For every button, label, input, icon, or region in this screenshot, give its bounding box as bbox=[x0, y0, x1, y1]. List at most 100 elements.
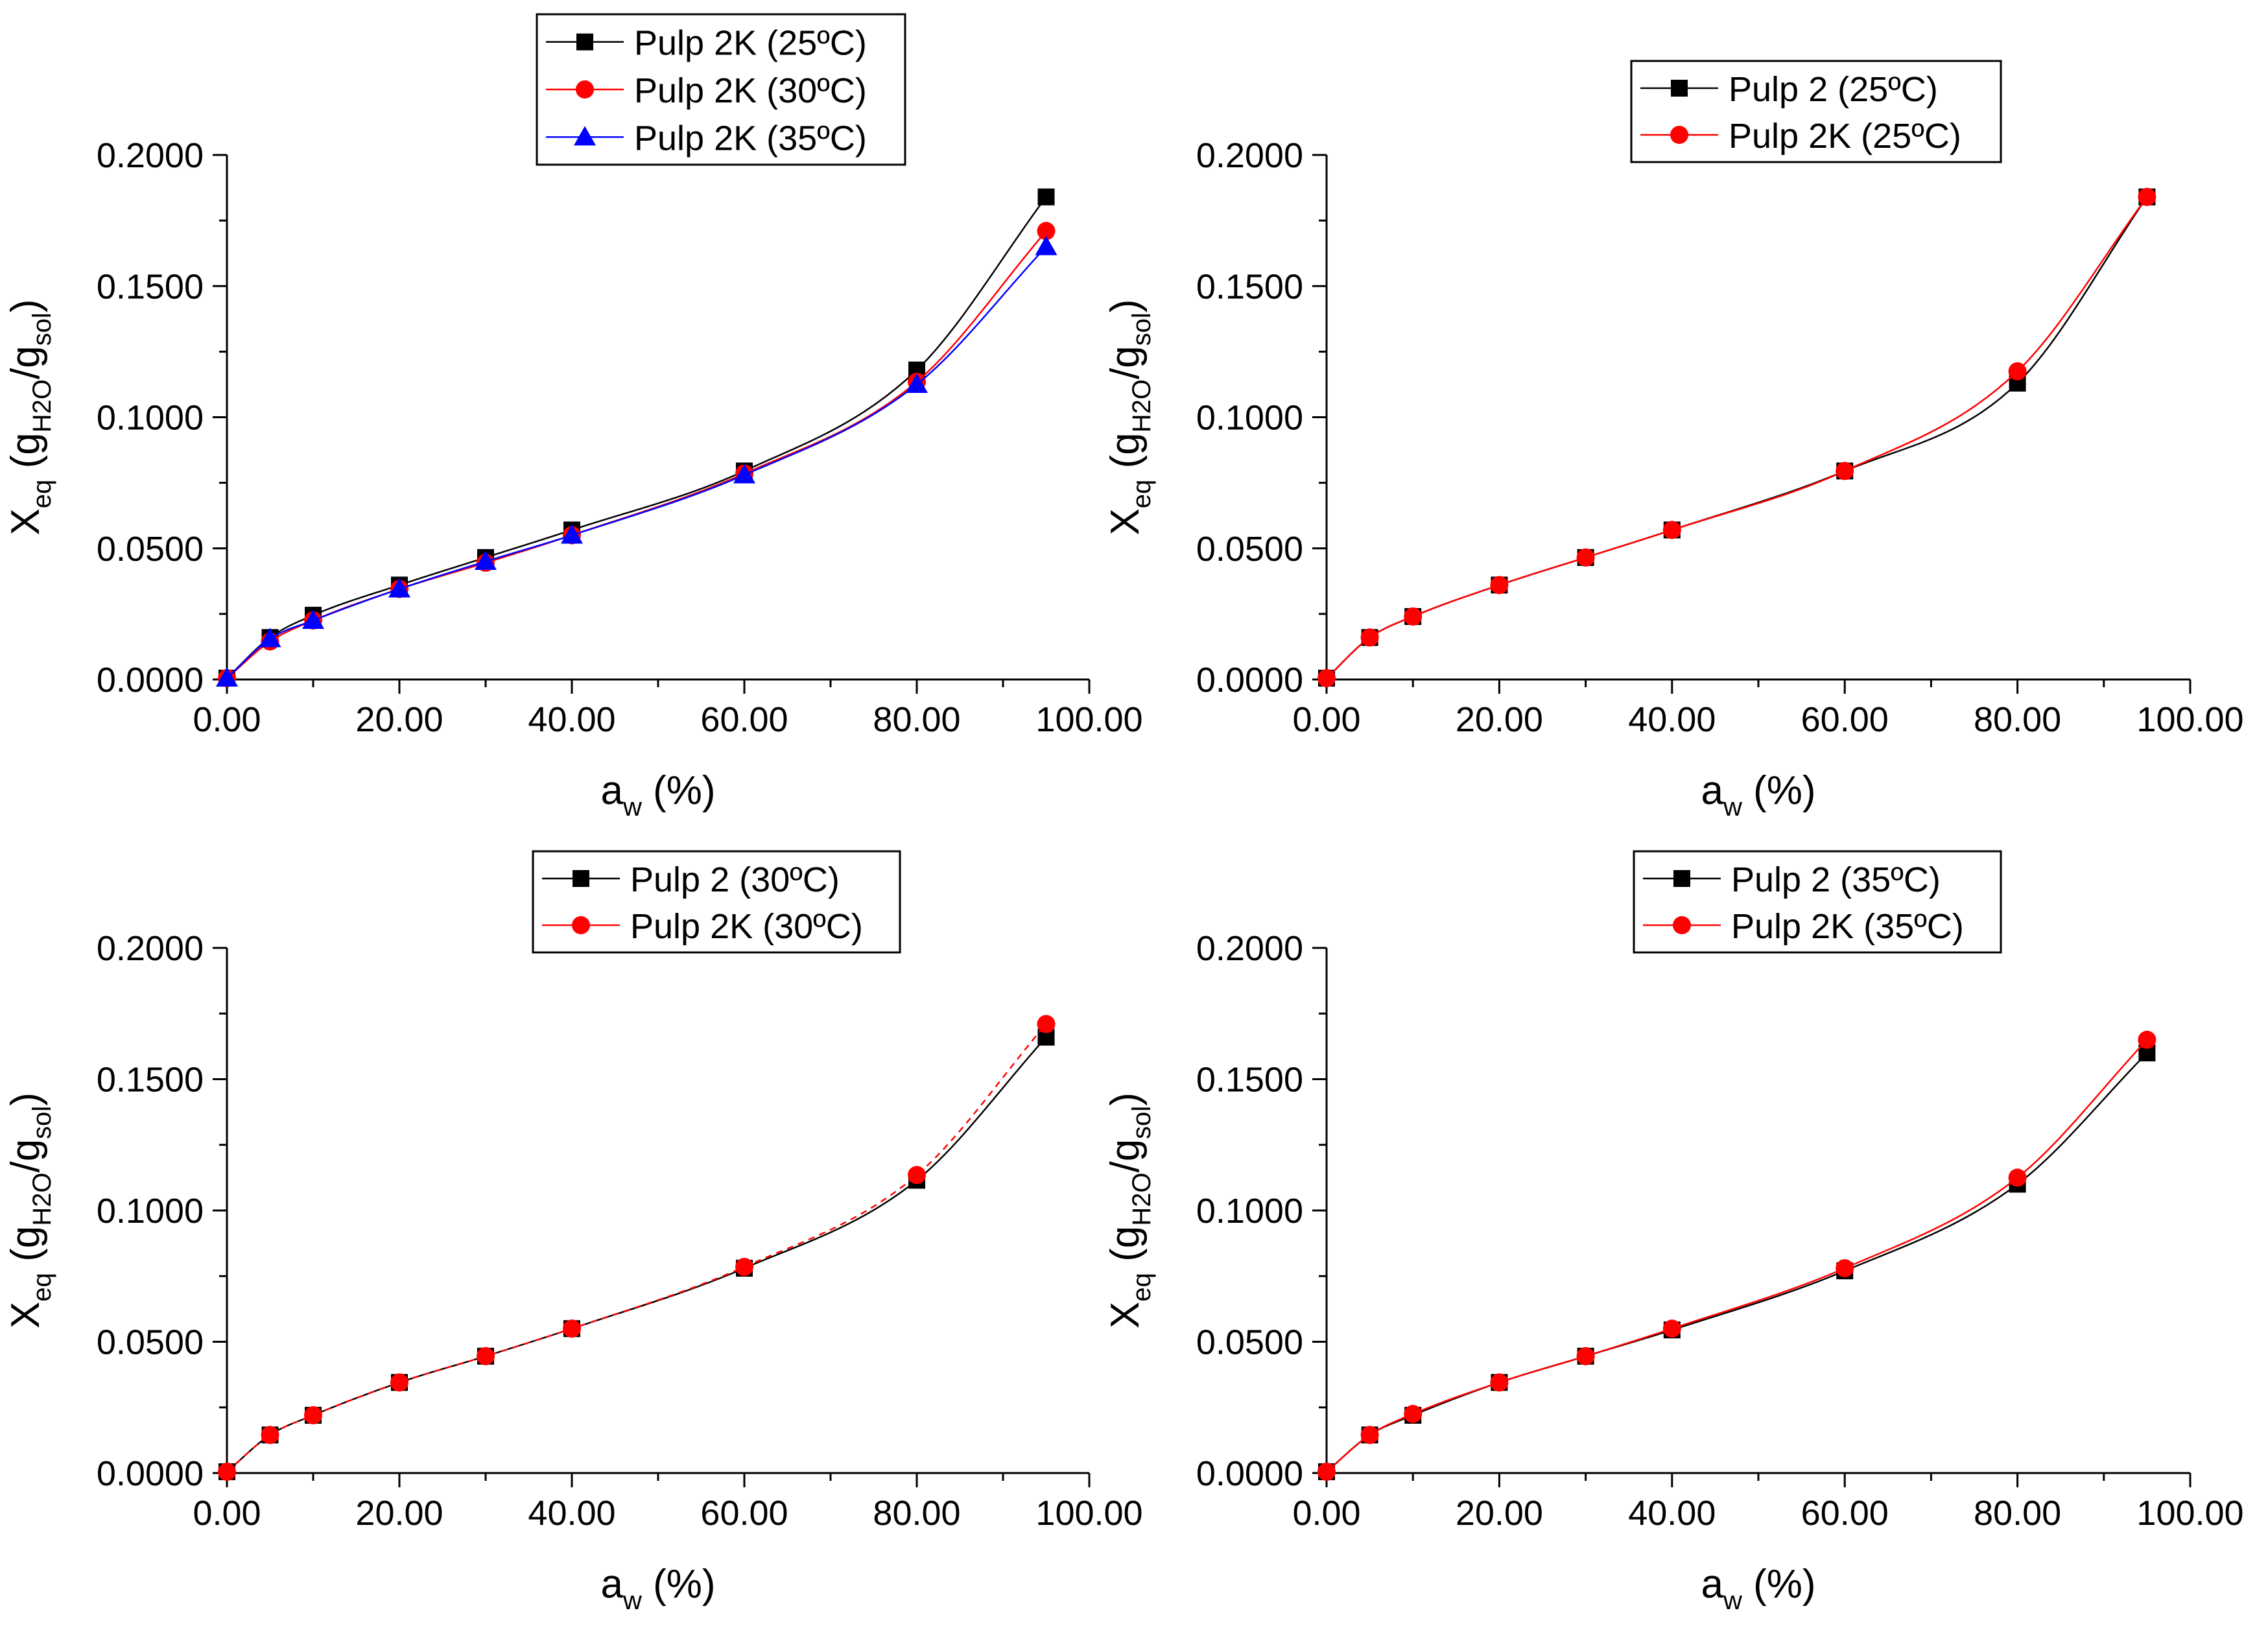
data-point bbox=[1662, 521, 1681, 539]
y-axis-label: Xeq (gH2O/gsol) bbox=[3, 1092, 56, 1328]
x-tick-label: 100.00 bbox=[1035, 700, 1142, 739]
data-point bbox=[259, 628, 281, 648]
legend-marker bbox=[572, 916, 590, 934]
legend: Pulp 2 (30ºC) Pulp 2K (30ºC) bbox=[532, 850, 901, 954]
x-axis-label: aw (%) bbox=[600, 1562, 715, 1615]
data-point bbox=[1490, 1373, 1509, 1392]
data-point bbox=[218, 1462, 236, 1481]
series-3 bbox=[216, 235, 1057, 687]
x-tick-label: 60.00 bbox=[1801, 700, 1889, 739]
legend-box bbox=[532, 850, 901, 954]
x-tick-label: 40.00 bbox=[1628, 1494, 1716, 1533]
x-tick-label: 0.00 bbox=[193, 700, 261, 739]
chart-panel-2: 0.00 20.00 40.00 60.00 80.00 100.00 0.0000 0.05… bbox=[1103, 60, 2244, 821]
data-point bbox=[1490, 576, 1509, 595]
x-tick-label: 20.00 bbox=[355, 700, 443, 739]
y-tick-label: 0.2000 bbox=[97, 136, 204, 175]
x-tick-label: 60.00 bbox=[1801, 1494, 1889, 1533]
y-tick-label: 0.0000 bbox=[1196, 1454, 1303, 1493]
y-tick-label: 0.0000 bbox=[1196, 661, 1303, 700]
chart-panel-1: 0.00 20.00 40.00 60.00 80.00 100.00 0.0000 0.05… bbox=[3, 13, 1143, 821]
legend-label: Pulp 2K (35ºC) bbox=[634, 119, 867, 158]
legend: Pulp 2K (25ºC) Pulp 2K (30ºC) Pulp 2K (35º… bbox=[536, 13, 906, 166]
legend-label: Pulp 2 (25ºC) bbox=[1729, 70, 1938, 109]
y-tick-label: 0.0500 bbox=[97, 530, 204, 569]
x-tick-label: 100.00 bbox=[1035, 1494, 1142, 1533]
y-tick-label: 0.1500 bbox=[97, 267, 204, 306]
data-point bbox=[477, 1347, 495, 1365]
legend-box bbox=[1630, 60, 2002, 163]
data-point bbox=[1317, 668, 1336, 687]
data-point bbox=[1836, 1259, 1854, 1278]
y-tick-label: 0.1500 bbox=[97, 1061, 204, 1100]
y-tick-label: 0.1000 bbox=[1196, 399, 1303, 438]
legend-label: Pulp 2 (30ºC) bbox=[630, 860, 840, 899]
data-point bbox=[216, 667, 238, 687]
legend-label: Pulp 2 (35ºC) bbox=[1731, 860, 1941, 899]
legend-label: Pulp 2K (30ºC) bbox=[634, 71, 867, 110]
y-tick-label: 0.2000 bbox=[1196, 136, 1303, 175]
y-tick-label: 0.0000 bbox=[97, 661, 204, 700]
data-point bbox=[1360, 628, 1379, 647]
data-point bbox=[2138, 187, 2156, 206]
x-tick-label: 20.00 bbox=[1456, 700, 1543, 739]
y-tick-label: 0.1000 bbox=[1196, 1192, 1303, 1231]
x-tick-label: 20.00 bbox=[1456, 1494, 1543, 1533]
x-tick-label: 60.00 bbox=[700, 1494, 788, 1533]
y-tick-label: 0.1500 bbox=[1196, 1061, 1303, 1100]
data-point bbox=[1404, 1404, 1423, 1423]
x-axis-label: aw (%) bbox=[600, 768, 715, 821]
legend-marker bbox=[576, 33, 593, 51]
legend-label: Pulp 2K (35ºC) bbox=[1731, 907, 1964, 946]
data-point bbox=[1576, 1347, 1595, 1365]
x-tick-label: 80.00 bbox=[1974, 1494, 2061, 1533]
data-point bbox=[1404, 607, 1423, 626]
legend-label: Pulp 2K (30ºC) bbox=[630, 907, 863, 946]
y-tick-label: 0.1500 bbox=[1196, 267, 1303, 306]
data-point bbox=[261, 1426, 279, 1445]
legend-marker bbox=[574, 126, 596, 146]
x-tick-label: 0.00 bbox=[193, 1494, 261, 1533]
legend-label: Pulp 2K (25ºC) bbox=[1729, 117, 1961, 156]
series-2 bbox=[218, 1015, 1056, 1481]
y-tick-label: 0.1000 bbox=[97, 1192, 204, 1231]
y-tick-label: 0.1000 bbox=[97, 399, 204, 438]
data-point bbox=[2138, 1030, 2156, 1049]
series-2 bbox=[1317, 1030, 2156, 1481]
chart-panel-3: 0.00 20.00 40.00 60.00 80.00 100.00 0.0000 0.05… bbox=[3, 850, 1143, 1615]
x-tick-label: 80.00 bbox=[1974, 700, 2061, 739]
x-tick-label: 40.00 bbox=[1628, 700, 1716, 739]
data-point bbox=[2008, 1168, 2027, 1187]
legend-marker bbox=[1673, 916, 1691, 934]
y-tick-label: 0.2000 bbox=[97, 929, 204, 968]
data-point bbox=[390, 1373, 408, 1392]
x-tick-label: 60.00 bbox=[700, 700, 788, 739]
data-point bbox=[1662, 1319, 1681, 1338]
legend: Pulp 2 (25ºC) Pulp 2K (25ºC) bbox=[1630, 60, 2002, 163]
x-axis-label: aw (%) bbox=[1701, 1562, 1815, 1615]
y-tick-label: 0.0500 bbox=[1196, 1323, 1303, 1362]
data-point bbox=[733, 464, 755, 484]
legend-marker bbox=[576, 80, 594, 99]
data-point bbox=[1576, 548, 1595, 567]
x-tick-label: 40.00 bbox=[528, 1494, 615, 1533]
data-point bbox=[302, 609, 324, 629]
x-tick-label: 100.00 bbox=[2136, 700, 2243, 739]
x-tick-label: 0.00 bbox=[1292, 700, 1360, 739]
x-tick-label: 40.00 bbox=[528, 700, 615, 739]
series-2 bbox=[1317, 187, 2156, 687]
chart-panel-4: 0.00 20.00 40.00 60.00 80.00 100.00 0.0000 0.05… bbox=[1103, 850, 2244, 1615]
legend: Pulp 2 (35ºC) Pulp 2K (35ºC) bbox=[1633, 850, 2002, 954]
data-point bbox=[2008, 362, 2027, 381]
data-point bbox=[304, 1406, 322, 1424]
data-point bbox=[475, 550, 497, 570]
legend-marker bbox=[1673, 870, 1690, 887]
data-point bbox=[1317, 1462, 1336, 1481]
data-point bbox=[1360, 1426, 1379, 1445]
x-tick-label: 0.00 bbox=[1292, 1494, 1360, 1533]
legend-marker bbox=[1671, 80, 1688, 97]
y-axis-label: Xeq (gH2O/gsol) bbox=[1103, 1092, 1156, 1328]
legend-box bbox=[1633, 850, 2002, 954]
